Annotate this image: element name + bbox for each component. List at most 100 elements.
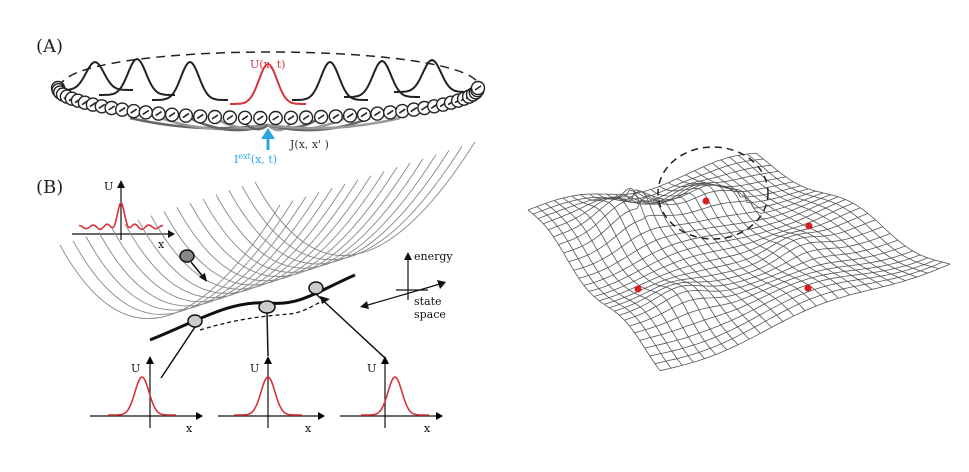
inset3-x-label: x [424,422,431,435]
neuron-mark [168,112,176,118]
mesh-line [619,233,891,316]
space-label: space [414,308,446,321]
external-input-arrow-icon [261,128,275,150]
mesh-line [589,193,739,345]
energy-parabola [215,154,437,269]
neuron-mark [196,113,204,120]
energy-parabola [241,145,463,261]
neuron-mark [256,115,264,121]
panel-b-label: (B) [36,177,63,198]
mesh-line [609,219,876,308]
neuron-mark [108,105,116,111]
activity-bump-curve [292,60,368,101]
energy-parabola [254,141,476,257]
neuron-mark [373,110,381,117]
neuron-mark [182,112,190,119]
energy-label: energy [414,250,453,263]
mesh-line [629,245,906,327]
mesh-line [624,239,898,321]
neuron-mark [410,106,418,113]
mesh-line [738,154,928,274]
mesh-line [571,195,717,355]
mesh-line [604,213,869,305]
inset-x-axis-label: x [158,238,165,251]
mesh-line [654,261,943,365]
mesh-line [659,185,828,303]
neuron-mark [332,113,340,120]
j-xx-label: J(x, x' ) [289,138,329,151]
inset-multi-bump: U x [72,180,175,251]
state-label: state [414,295,442,308]
inset-x-arrow-icon [318,412,325,420]
neuron-mark [89,101,97,108]
mesh-line [649,259,936,357]
neuron-mark [398,108,406,114]
mesh-line [668,182,839,299]
attractor-point [804,284,812,292]
activity-bump-curve [99,57,175,96]
inset-u-arrow-icon [381,356,389,364]
activity-bump-curve [344,59,420,98]
connector-middle [266,312,269,357]
attractor-point [634,285,642,293]
neuron-mark [386,109,394,116]
mesh-line [614,226,883,312]
state-ball-falling [179,249,207,282]
neuron-mark [241,115,249,121]
connector-left [160,326,196,379]
drift-arrowhead-icon [320,296,330,304]
mesh-line [729,156,917,278]
inset-bump-curve [108,376,176,416]
neuron-mark [360,112,368,118]
surface-mesh [527,152,951,372]
bottom-bump-insets: U x U x U x [90,356,443,435]
neuron-mark [142,109,150,116]
mesh-line [583,196,839,286]
dashed-basin-circle [657,146,769,240]
mesh-line [588,199,846,292]
energy-parabola [150,175,372,290]
mesh-line [545,203,683,366]
energy-state-axes: energy state space [360,250,453,321]
energy-parabola [111,187,333,303]
mesh-line [644,257,928,349]
activity-bump-curve [230,62,306,105]
u-xt-label: U(x, t) [250,58,285,71]
energy-parabola [228,150,450,265]
neuron-mark [272,115,280,121]
inset-bump-curve [234,376,302,416]
inset-x-arrow-icon [436,412,443,420]
panel-b: (B) U x [36,141,476,435]
neuron-mark [287,115,295,121]
inset-u-arrow-icon [264,356,272,364]
mesh-line [659,263,951,372]
ring-dashed-outline [59,51,481,89]
neuron-mark [155,110,163,117]
connection-arc [267,116,401,130]
energy-parabolas [59,141,476,320]
inset1-x-label: x [186,422,193,435]
energy-parabola [85,196,307,311]
inset1-u-label: U [131,362,140,375]
iext-label: Iext(x, t) [234,152,277,166]
inset2-x-label: x [305,422,312,435]
state-ball-middle [258,300,276,314]
connector-right [315,293,386,359]
activity-bump-curve [57,60,133,91]
inset-x-arrow-icon [196,412,203,420]
attractor-point [805,222,813,230]
energy-parabola [176,166,398,282]
attractor-point [702,197,710,205]
drift-dashed-path [199,299,326,331]
activity-bumps [57,57,470,105]
energy-parabola [202,158,424,273]
energy-parabola [72,200,294,315]
panel-a: (A) U(x, t) J(x, x' ) Iext(x, t) [36,36,486,166]
mesh-line [639,254,921,341]
state-ball-right [308,281,324,295]
mesh-line [755,152,951,265]
inset-u-arrow-icon [146,356,154,364]
mesh-line [634,250,913,334]
neuron-mark [118,106,126,113]
